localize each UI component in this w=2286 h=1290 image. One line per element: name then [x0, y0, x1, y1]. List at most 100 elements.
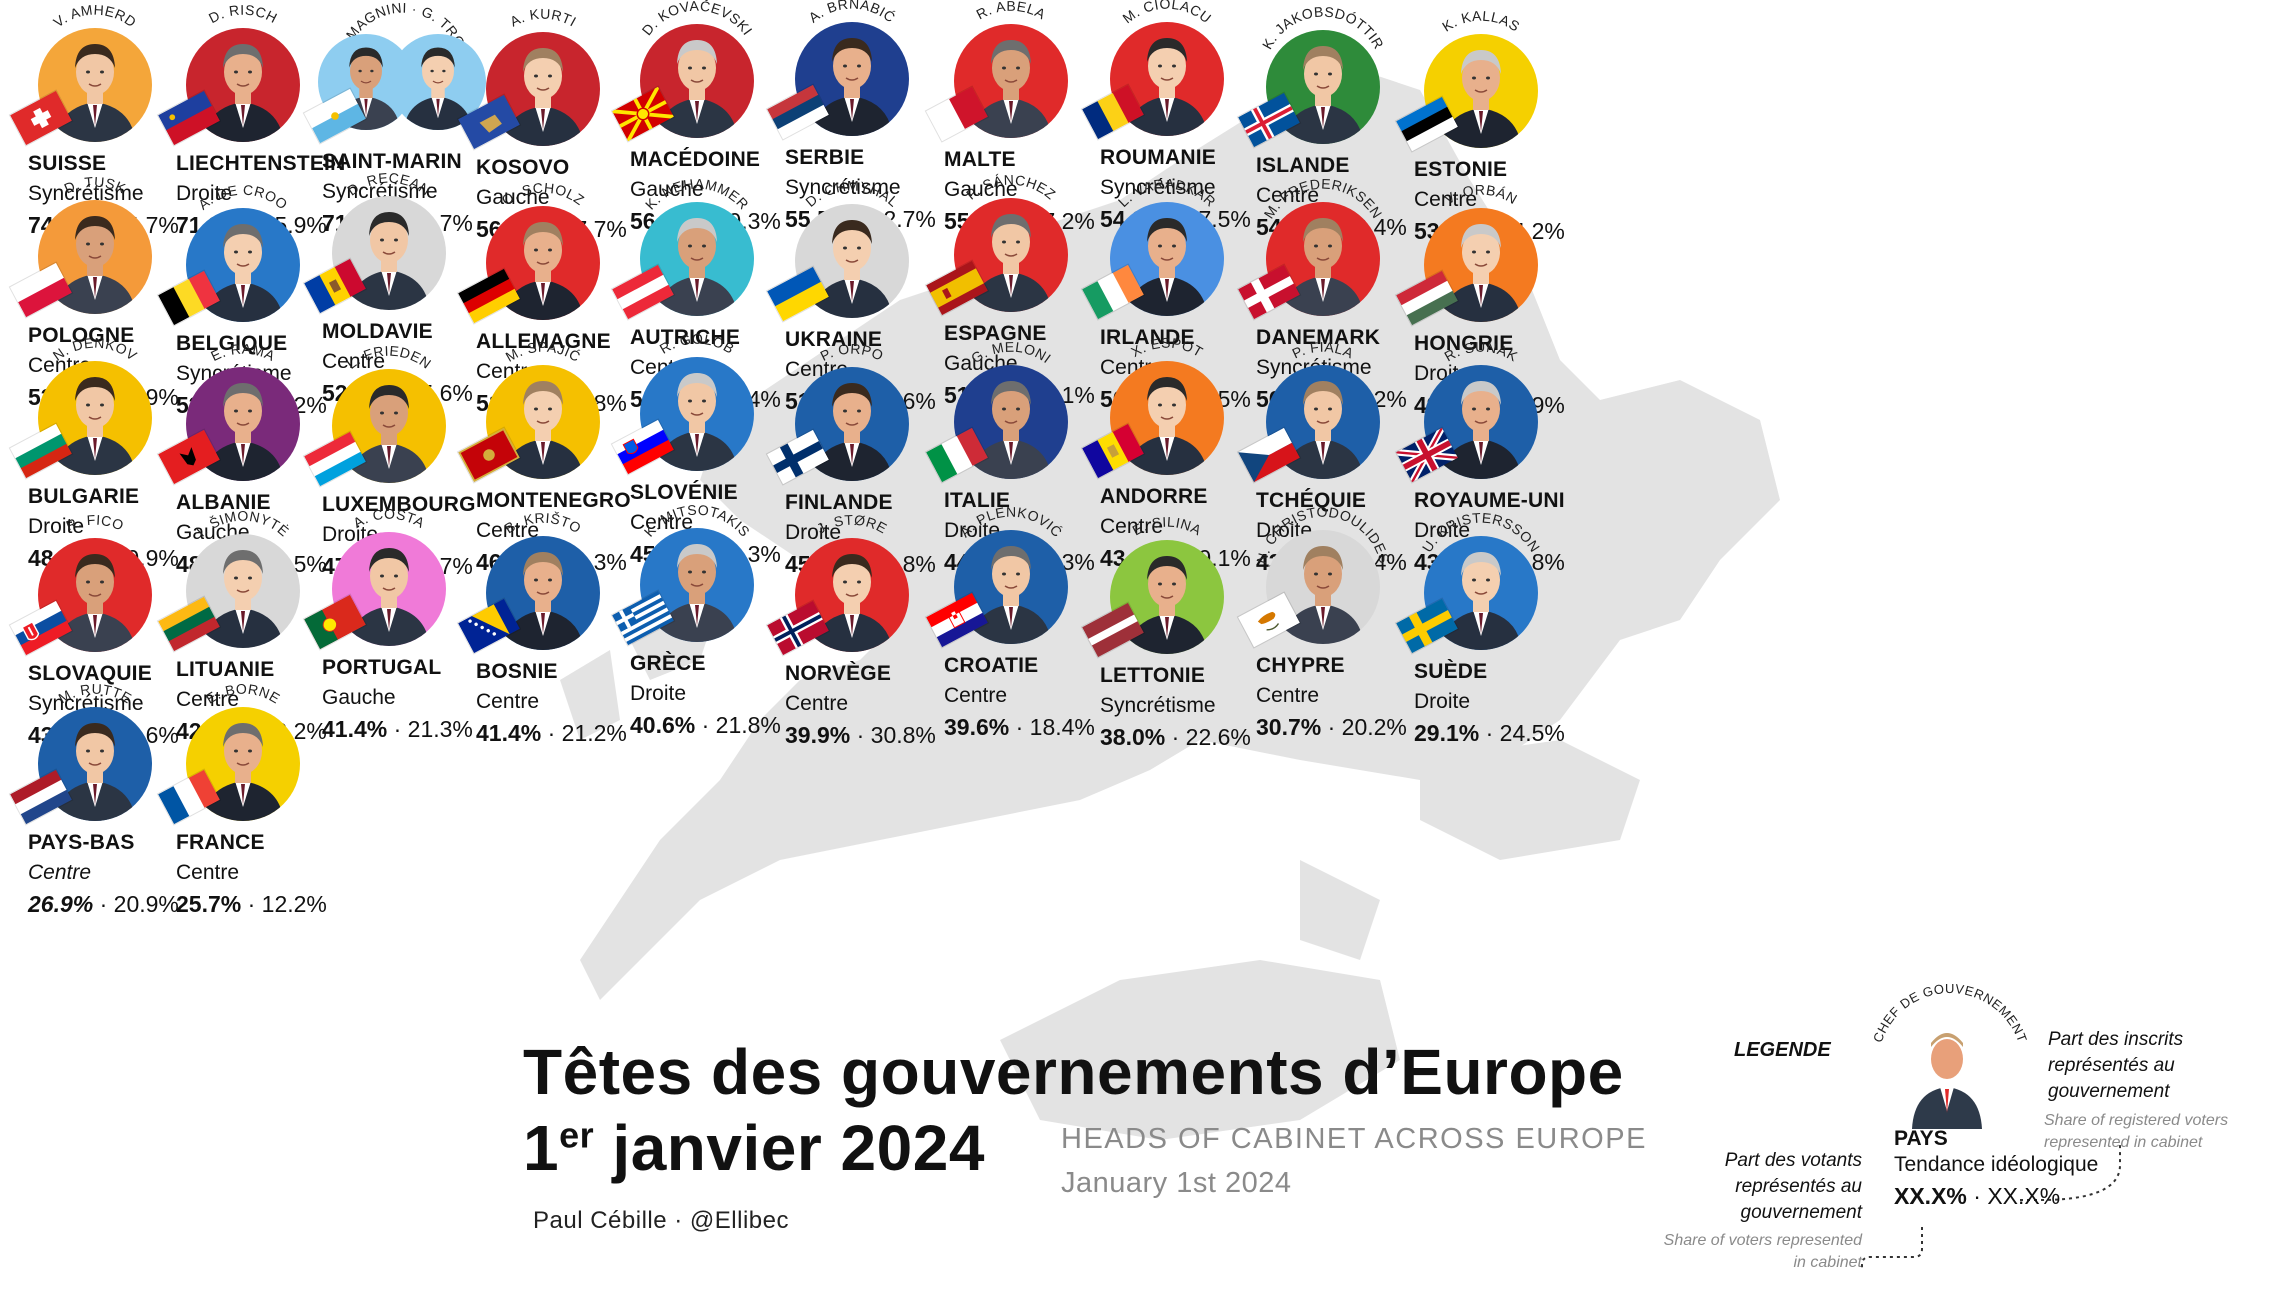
leader-name: N. DENKOV — [50, 335, 140, 364]
country-card: E. SILINA LETTONIE Syncrétisme 38.0% · 2… — [1080, 512, 1296, 757]
country-name: CHYPRE — [1256, 654, 1345, 677]
country-card: K. NEHAMMER AUTRICHE Centre 51.4% · 38.4… — [610, 174, 826, 419]
country-card: E. BORNE FRANCE Centre 25.7% · 12.2% — [156, 679, 372, 924]
vote-shares: 41.4% · 21.2% — [476, 720, 627, 746]
vote-shares: 29.1% · 24.5% — [1414, 720, 1565, 746]
flag-icon — [8, 768, 74, 826]
flag-icon — [924, 591, 990, 649]
ideology: Syncrétisme — [28, 692, 144, 715]
share-registered: 20.9% — [113, 891, 179, 917]
leader-name: V. AMHERD — [50, 2, 139, 31]
share-voters: 30.7% — [1256, 714, 1322, 740]
country-name: ALBANIE — [176, 491, 271, 514]
country-name: ITALIE — [944, 489, 1011, 512]
country-name: GRÈCE — [630, 652, 706, 675]
svg-text:M. SPAJIĆ: M. SPAJIĆ — [503, 339, 584, 365]
leader-name: P. SÁNCHEZ — [963, 172, 1058, 203]
leader-portrait — [486, 32, 600, 146]
share-voters: 39.9% — [785, 722, 851, 748]
flag-icon — [1236, 591, 1302, 649]
country-card: M. CIOLACU ROUMANIE Syncrétisme 54.9% · … — [1080, 0, 1296, 239]
country-name: ESTONIE — [1414, 158, 1508, 181]
svg-text:P. FIALA: P. FIALA — [1290, 339, 1357, 362]
country-name: SUÈDE — [1414, 660, 1488, 683]
flag-icon — [456, 426, 522, 484]
flag-icon — [8, 261, 74, 319]
country-name: ROYAUME-UNI — [1414, 489, 1565, 512]
leader-name: P. FIALA — [1290, 339, 1357, 362]
legend-voters-en: Share of voters represented in cabinet — [1663, 1232, 1862, 1271]
country-name: NORVÈGE — [785, 662, 892, 685]
leader-portrait — [954, 198, 1068, 312]
flag-icon — [924, 259, 990, 317]
ideology: Centre — [176, 861, 240, 884]
ideology: Syncrétisme — [785, 176, 901, 199]
country-name: MALTE — [944, 148, 1016, 171]
svg-text:D. RECEAN: D. RECEAN — [344, 170, 434, 199]
leader-name: B. KRIŠTO — [502, 510, 584, 537]
ideology: Gauche — [944, 178, 1018, 201]
vote-shares: 26.9% · 20.9% — [28, 891, 179, 917]
leader-name: R. ABELA — [973, 0, 1048, 22]
ideology: Centre — [1256, 184, 1320, 207]
flag-icon — [456, 267, 522, 325]
ideology: Droite — [176, 182, 233, 205]
country-card: B. KRIŠTO BOSNIE Centre 41.4% · 21.2% — [456, 508, 672, 753]
share-registered: 20.2% — [1341, 714, 1407, 740]
flag-icon — [610, 589, 676, 647]
country-card: N. DENKOV BULGARIE Droite 48.9% · 19.9% — [8, 333, 224, 578]
ideology: Gauche — [476, 186, 550, 209]
country-card: O. SCHOLZ ALLEMAGNE Centre 51.9% · 39.8% — [456, 178, 672, 423]
country-name: LETTONIE — [1100, 664, 1206, 687]
country-card: U. KRISTERSSON SUÈDE Droite 29.1% · 24.5… — [1394, 508, 1610, 753]
svg-text:B. KRIŠTO: B. KRIŠTO — [502, 510, 584, 537]
vote-shares: 39.6% · 18.4% — [944, 714, 1095, 740]
ideology: Centre — [1414, 188, 1478, 211]
flag-icon — [156, 428, 222, 486]
svg-text:R. SUNAK: R. SUNAK — [1441, 339, 1520, 365]
ideology: Centre — [476, 690, 540, 713]
leader-name: E. RAMA — [208, 341, 278, 365]
leader-name: X. ESPOT — [1128, 335, 1205, 360]
country-card: K. JAKOBSDÓTTIR ISLANDE Centre 54.3% · 4… — [1236, 2, 1452, 247]
share-registered: 21.8% — [715, 712, 781, 738]
flag-icon — [8, 599, 74, 657]
legend-voters-fr: Part des votants représentés au gouverne… — [1724, 1150, 1862, 1223]
title-line-2: 1er janvier 2024 — [523, 1112, 985, 1184]
country-name: MACÉDOINE — [630, 148, 761, 171]
country-card: F. TAMAGNINI · G. TROINA SAINT-MARIN Syn… — [302, 0, 518, 243]
svg-text:J. STØRE: J. STØRE — [814, 512, 890, 537]
author-credit: Paul Cébille · @Ellibec — [533, 1207, 789, 1234]
legend-country: PAYS — [1894, 1127, 1948, 1150]
flag-icon — [302, 430, 368, 488]
share-voters: 38.0% — [1100, 724, 1166, 750]
flag-icon — [765, 599, 831, 657]
leader-name: P. ORPO — [818, 341, 886, 364]
svg-text:R. FICO: R. FICO — [64, 512, 127, 534]
ideology: Centre — [176, 688, 240, 711]
legend-title: LEGENDE — [1734, 1039, 1831, 1061]
country-name: BOSNIE — [476, 660, 558, 683]
leader-name: J. STØRE — [814, 512, 890, 537]
ideology: Droite — [630, 682, 687, 705]
country-name: MONTENEGRO — [476, 489, 631, 512]
svg-text:M. RUTTE: M. RUTTE — [56, 681, 135, 707]
flag-icon — [1236, 426, 1302, 484]
svg-text:E. RAMA: E. RAMA — [208, 341, 278, 365]
svg-text:D. RISCH: D. RISCH — [206, 2, 280, 27]
ideology: Gauche — [322, 686, 396, 709]
ideology: Centre — [785, 692, 849, 715]
leader-name: A. DE CROO — [195, 182, 290, 213]
ideology: Droite — [28, 515, 85, 538]
share-voters: 39.6% — [944, 714, 1010, 740]
flag-icon — [156, 595, 222, 653]
flag-icon — [924, 85, 990, 143]
flag-icon — [1394, 95, 1460, 153]
flag-icon — [8, 89, 74, 147]
country-card: D. KOVAČEVSKI MACÉDOINE Gauche 56.3% · 2… — [610, 0, 826, 241]
share-registered: 21.2% — [561, 720, 627, 746]
country-name: POLOGNE — [28, 324, 135, 347]
svg-text:R. GOLOB: R. GOLOB — [657, 331, 738, 357]
leader-name: E. SILINA — [1130, 514, 1204, 539]
title-block: Têtes des gouvernements d’Europe 1er jan… — [523, 1035, 1624, 1185]
